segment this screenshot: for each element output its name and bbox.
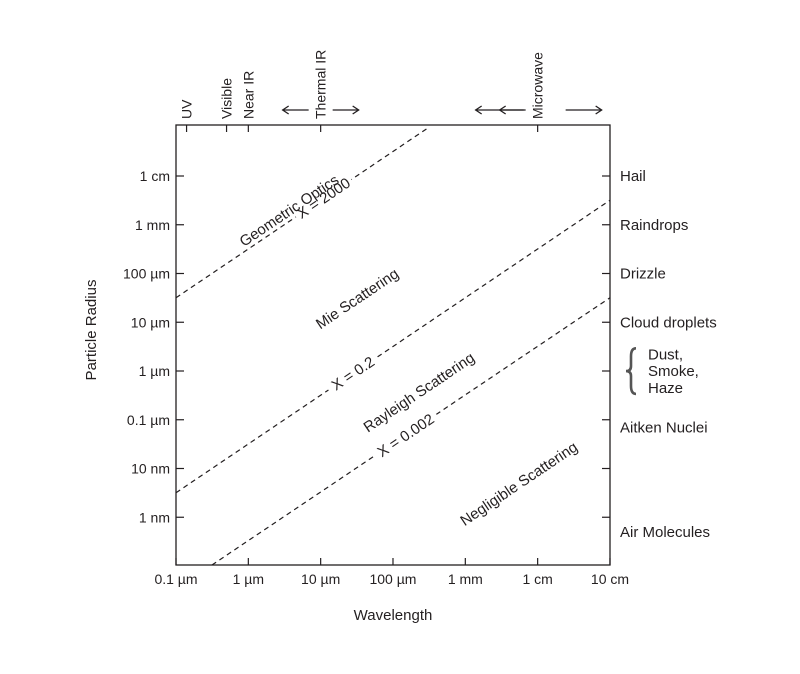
spectral-band-label: Microwave (530, 52, 546, 119)
y-axis-title: Particle Radius (83, 280, 100, 381)
particle-type-label: Smoke, (648, 363, 699, 380)
particle-type-label: Raindrops (620, 217, 688, 234)
size-parameter-line (175, 126, 430, 299)
region-label: Negligible Scattering (457, 439, 581, 530)
ticks-layer (175, 105, 637, 565)
x-tick-label: 100 µm (369, 571, 416, 587)
y-tick-label: 10 µm (131, 314, 170, 330)
arrow-head-left (474, 105, 483, 115)
size-parameter-line (211, 297, 611, 566)
size-parameter-label-group: X = 0.2 (322, 348, 381, 395)
x-tick-label: 1 cm (522, 571, 552, 587)
x-axis-title: Wavelength (354, 607, 433, 624)
y-tick-label: 100 µm (123, 266, 170, 282)
x-tick-label: 10 cm (591, 571, 629, 587)
particle-type-label: Drizzle (620, 266, 666, 283)
label-gap (322, 348, 381, 395)
particle-type-label: Cloud droplets (620, 314, 717, 331)
y-tick-label: 1 mm (135, 217, 170, 233)
particle-type-label: Aitken Nuclei (620, 419, 708, 436)
region-label: Geometric Optics (237, 172, 343, 251)
particle-type-label: Dust, (648, 346, 683, 363)
y-tick-label: 1 cm (140, 168, 170, 184)
label-gap (369, 406, 440, 462)
y-tick-label: 0.1 µm (127, 412, 170, 428)
x-tick-label: 1 mm (448, 571, 483, 587)
size-parameter-line (175, 199, 611, 494)
y-tick-label: 1 nm (139, 509, 170, 525)
particle-type-label: Hail (620, 168, 646, 185)
spectral-band-label: Near IR (240, 71, 256, 119)
label-gap (290, 171, 355, 222)
particle-type-label: Air Molecules (620, 524, 710, 541)
labels-layer: 0.1 µm 1 µm 10 µm 100 µm 1 mm 1 cm 10 cm 1 nm 10… (83, 50, 717, 624)
arrow-head-left (281, 105, 290, 115)
x-tick-label: 10 µm (301, 571, 340, 587)
plot-frame (175, 124, 611, 566)
arrow-head-right (352, 105, 360, 115)
x-tick-label: 1 µm (233, 571, 264, 587)
region-label: Mie Scattering (313, 265, 402, 333)
particle-group-brace (625, 347, 637, 396)
particle-type-label: Haze (648, 380, 683, 397)
size-parameter-lines-layer (175, 126, 611, 566)
spectral-band-label: Thermal IR (313, 50, 329, 119)
arrow-head-right (595, 105, 603, 115)
spectral-band-label: UV (179, 99, 195, 119)
x-tick-label: 0.1 µm (154, 571, 197, 587)
y-tick-label: 1 µm (139, 363, 170, 379)
y-tick-label: 10 nm (131, 461, 170, 477)
spectral-band-label: Visible (219, 78, 235, 119)
